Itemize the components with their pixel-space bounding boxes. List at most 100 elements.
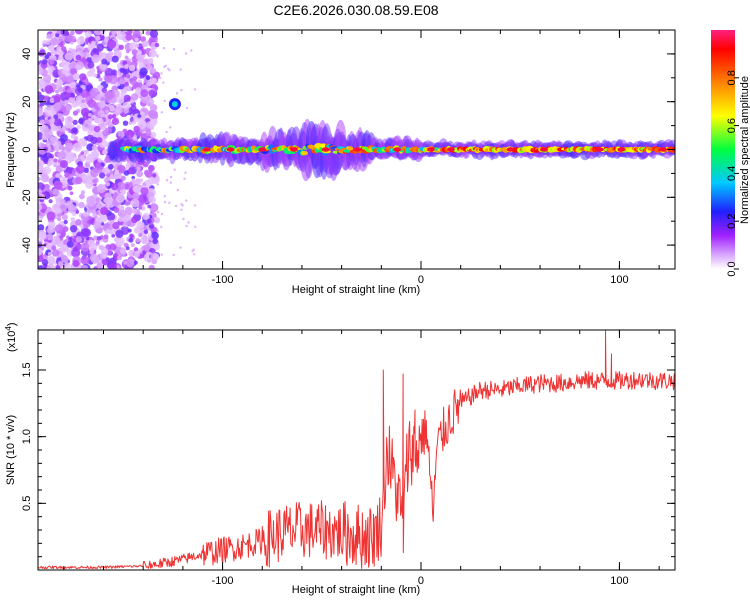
noise-point bbox=[111, 30, 118, 35]
noise-point bbox=[145, 75, 151, 81]
noise-point bbox=[38, 224, 45, 231]
noise-point bbox=[73, 73, 80, 81]
noise-point bbox=[64, 52, 74, 61]
noise-point bbox=[107, 114, 113, 120]
noise-point bbox=[49, 136, 56, 143]
noise-point bbox=[152, 173, 157, 178]
noise-point bbox=[38, 203, 43, 211]
noise-point bbox=[112, 221, 120, 230]
noise-point bbox=[46, 52, 52, 57]
noise-point bbox=[149, 203, 159, 213]
band-peak-point bbox=[506, 147, 515, 152]
noise-point bbox=[185, 224, 188, 228]
noise-point bbox=[46, 33, 52, 40]
noise-point bbox=[138, 248, 143, 253]
noise-point bbox=[156, 230, 159, 233]
noise-point bbox=[152, 253, 160, 260]
noise-point bbox=[41, 208, 46, 214]
noise-point bbox=[132, 192, 140, 200]
noise-point bbox=[55, 89, 59, 94]
noise-point bbox=[47, 158, 55, 165]
noise-point bbox=[123, 170, 130, 176]
band-peak-point bbox=[353, 147, 362, 152]
noise-point bbox=[163, 200, 167, 204]
noise-point bbox=[131, 216, 139, 224]
noise-point bbox=[47, 44, 55, 52]
noise-point bbox=[71, 211, 77, 217]
noise-point bbox=[59, 198, 66, 205]
noise-point bbox=[124, 64, 129, 69]
noise-point bbox=[145, 129, 152, 137]
noise-point bbox=[38, 188, 43, 196]
noise-point bbox=[157, 211, 160, 214]
band-peak-point bbox=[426, 147, 435, 152]
noise-point bbox=[64, 33, 74, 43]
noise-point bbox=[84, 30, 92, 38]
noise-point bbox=[172, 253, 175, 257]
snr-x-tick-label: 0 bbox=[418, 575, 424, 587]
noise-point bbox=[128, 237, 134, 243]
noise-point bbox=[135, 43, 140, 48]
noise-point bbox=[130, 243, 135, 248]
noise-point bbox=[111, 233, 116, 238]
noise-point bbox=[97, 118, 104, 125]
noise-point bbox=[69, 67, 78, 76]
noise-point bbox=[147, 204, 152, 209]
noise-point bbox=[125, 33, 133, 41]
band-peak-point bbox=[393, 147, 402, 152]
noise-point bbox=[117, 216, 124, 222]
noise-point bbox=[97, 110, 105, 118]
noise-point bbox=[113, 207, 120, 213]
noise-point bbox=[38, 107, 43, 115]
noise-point bbox=[180, 208, 183, 211]
noise-point bbox=[125, 258, 135, 268]
noise-point bbox=[114, 169, 120, 175]
noise-point bbox=[54, 224, 64, 234]
noise-point bbox=[168, 201, 171, 204]
noise-point bbox=[138, 232, 143, 238]
noise-point bbox=[193, 204, 197, 207]
noise-point bbox=[133, 125, 140, 133]
noise-point bbox=[165, 130, 168, 134]
spectrogram-y-tick-label: -40 bbox=[21, 237, 33, 253]
noise-point bbox=[139, 178, 144, 183]
noise-point bbox=[58, 55, 64, 61]
noise-point bbox=[132, 185, 141, 194]
noise-point bbox=[99, 30, 106, 36]
noise-point bbox=[124, 55, 129, 60]
noise-point bbox=[111, 114, 117, 119]
noise-point bbox=[96, 137, 103, 144]
noise-point bbox=[87, 99, 96, 108]
noise-point bbox=[123, 94, 131, 102]
noise-point bbox=[152, 238, 159, 245]
noise-point bbox=[91, 255, 100, 264]
noise-point bbox=[165, 179, 169, 182]
noise-point bbox=[124, 207, 133, 215]
noise-point bbox=[174, 204, 178, 208]
noise-point bbox=[148, 264, 155, 269]
noise-point bbox=[116, 194, 125, 203]
noise-point bbox=[148, 196, 156, 204]
noise-point bbox=[107, 163, 114, 170]
noise-point bbox=[93, 125, 101, 133]
snr-y-tick-label: 1.5 bbox=[21, 362, 33, 377]
noise-point bbox=[83, 211, 89, 217]
noise-point bbox=[77, 98, 87, 108]
noise-point bbox=[92, 48, 98, 53]
colorbar: 0.0 0.2 0.4 0.6 0.8 Normalized spectral ampl… bbox=[711, 30, 750, 277]
noise-point bbox=[125, 73, 130, 78]
noise-point bbox=[46, 227, 54, 234]
noise-point bbox=[44, 85, 54, 94]
isolated-spot bbox=[171, 101, 178, 108]
colorbar-tick-label: 0.4 bbox=[726, 166, 738, 181]
noise-point bbox=[60, 134, 68, 142]
noise-point bbox=[118, 79, 124, 85]
noise-point bbox=[67, 116, 72, 121]
spectrogram-panel: -100 0 100 -40 -20 0 20 40 Height of straight l… bbox=[5, 29, 676, 296]
noise-point bbox=[38, 255, 44, 262]
spectrogram-x-axis-label: Height of straight line (km) bbox=[292, 284, 420, 296]
band-peak-point bbox=[617, 147, 626, 152]
colorbar-tick-label: 0.2 bbox=[726, 214, 738, 229]
noise-point bbox=[90, 87, 99, 97]
noise-point bbox=[162, 46, 166, 50]
